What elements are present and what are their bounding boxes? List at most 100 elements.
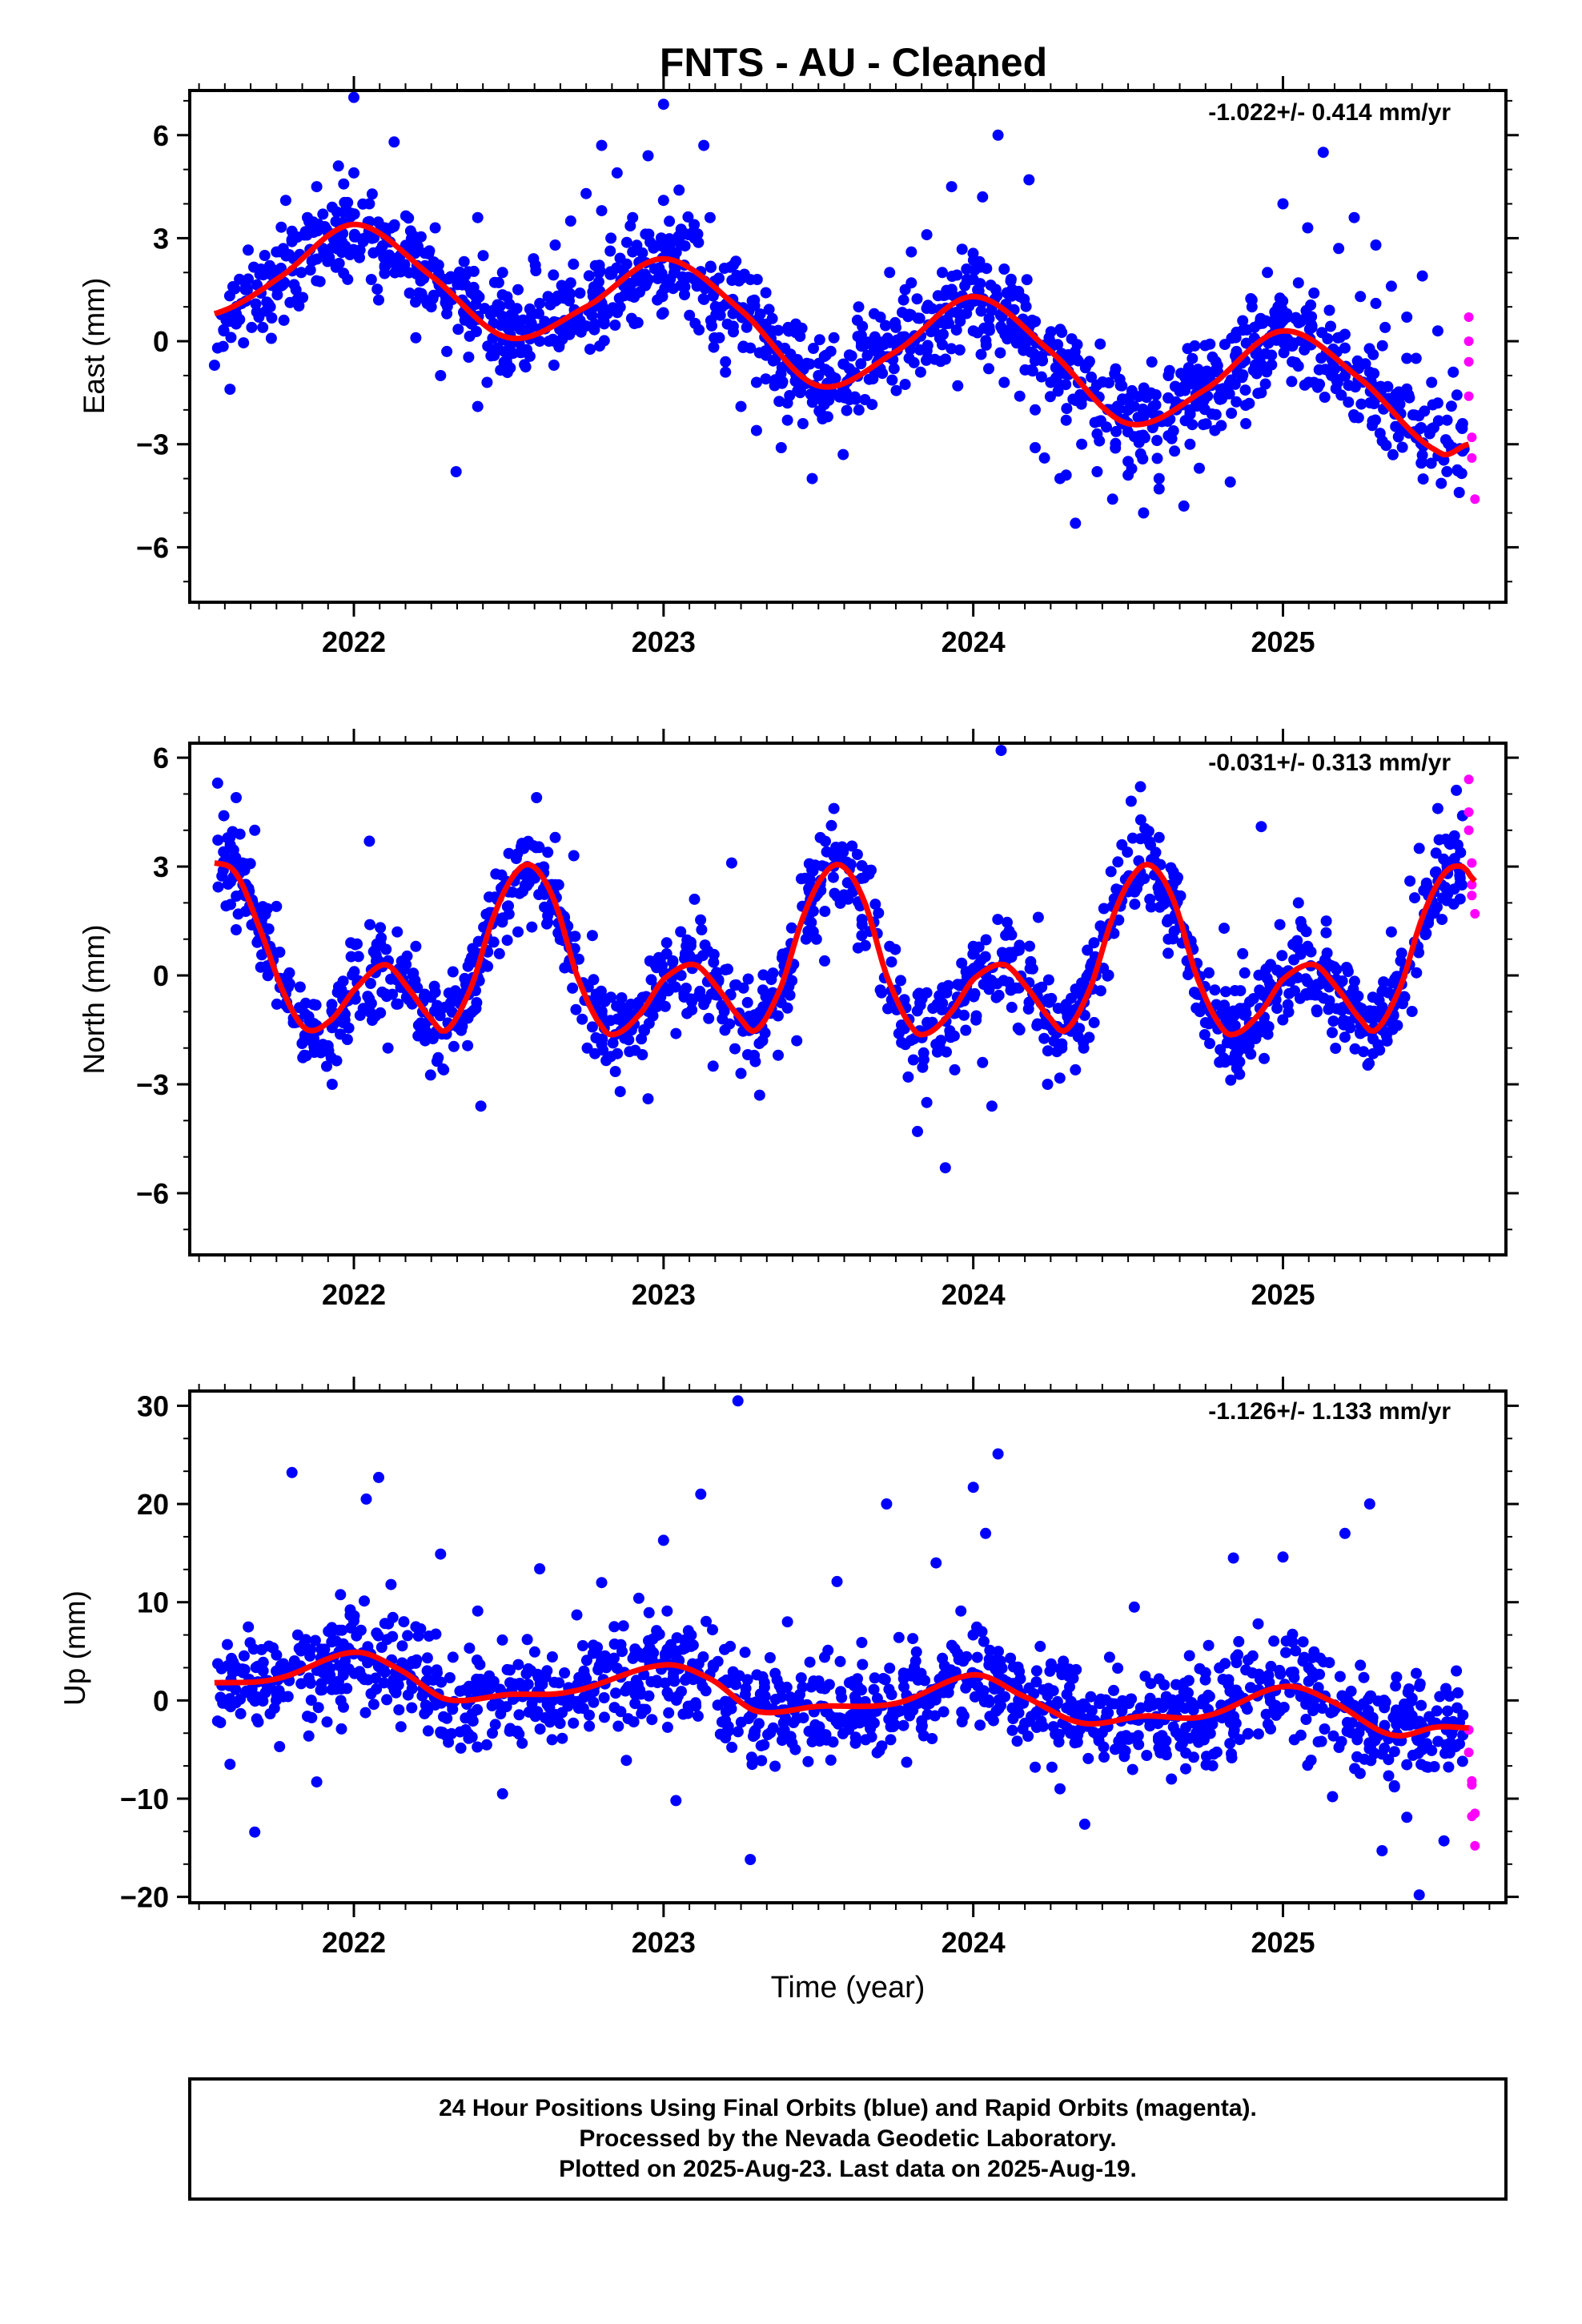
rapid-orbit-point [1470,909,1480,919]
final-orbit-point [1385,926,1397,938]
rapid-orbit-point [1467,432,1477,443]
final-orbit-point [1066,1667,1078,1679]
final-orbit-point [376,240,388,251]
final-orbit-point [1178,500,1190,512]
y-tick-label: 30 [137,1389,169,1422]
final-orbit-point [1066,1725,1078,1737]
final-orbit-point [913,312,926,324]
final-orbit-point [584,1720,596,1732]
final-orbit-point [885,1721,897,1733]
final-orbit-point [1431,1705,1443,1717]
final-orbit-point [1233,1635,1245,1647]
final-orbit-point [804,874,816,886]
final-orbit-point [890,321,901,333]
x-tick-label: 2022 [322,1278,386,1311]
final-orbit-point [257,321,269,333]
final-orbit-point [317,1039,329,1051]
north-plot-frame [188,742,1508,1256]
final-orbit-point [1349,1043,1361,1055]
final-orbit-point [652,272,664,284]
final-orbit-point [371,283,383,296]
final-orbit-point [464,1642,476,1655]
final-orbit-point [1024,940,1035,952]
final-orbit-point [1251,360,1263,372]
final-orbit-point [238,337,250,349]
final-orbit-point [1411,967,1423,979]
final-orbit-point [1405,1695,1417,1707]
final-orbit-point [1169,380,1181,392]
final-orbit-point [914,344,926,356]
final-orbit-point [772,1010,784,1022]
final-orbit-point [588,282,600,294]
final-orbit-point [373,294,384,306]
final-orbit-point [1442,1705,1454,1717]
final-orbit-point [746,295,758,307]
final-orbit-point [438,1063,450,1076]
final-orbit-point [868,1717,880,1729]
final-orbit-point [243,244,254,256]
final-orbit-point [1186,352,1199,364]
final-orbit-point [661,1605,673,1617]
final-orbit-point [1045,326,1057,338]
final-orbit-point [388,136,400,148]
final-orbit-point [990,991,1002,1003]
final-orbit-point [275,221,287,233]
final-orbit-point [1414,1678,1426,1690]
final-orbit-point [312,1702,324,1714]
final-orbit-point [391,264,403,276]
final-orbit-point [239,283,251,296]
final-orbit-point [1306,320,1318,332]
final-orbit-point [762,1729,773,1740]
final-orbit-point [937,267,948,279]
final-orbit-point [1313,364,1325,376]
final-orbit-point [899,1039,911,1051]
final-orbit-point [530,265,542,276]
final-orbit-point [1453,487,1465,498]
final-orbit-point [998,263,1010,275]
rapid-orbit-point [1464,336,1474,347]
final-orbit-point [636,247,648,259]
final-orbit-point [1311,1006,1323,1018]
final-orbit-point [1286,376,1298,388]
final-orbit-point [781,1616,793,1628]
final-orbit-point [375,1663,387,1675]
final-orbit-point [447,1703,459,1715]
final-orbit-point [274,1741,286,1752]
final-orbit-point [983,312,995,324]
final-orbit-point [1182,969,1194,981]
final-orbit-point [1379,1743,1391,1754]
final-orbit-point [471,1655,483,1666]
final-orbit-point [986,1100,998,1112]
final-orbit-point [429,222,441,234]
final-orbit-point [1367,420,1378,432]
final-orbit-point [860,1734,872,1746]
final-orbit-point [222,1638,233,1651]
final-orbit-point [1116,838,1128,850]
final-orbit-point [1450,1741,1462,1752]
final-orbit-point [441,308,453,320]
final-orbit-point [1122,469,1134,481]
final-orbit-point [993,1646,1004,1658]
final-orbit-point [266,312,278,324]
final-orbit-point [1094,920,1106,932]
final-orbit-point [1322,333,1334,344]
final-orbit-point [1401,312,1413,323]
final-orbit-point [977,1056,989,1068]
final-orbit-point [1254,984,1266,996]
final-orbit-point [432,259,444,271]
final-orbit-point [1456,418,1468,429]
final-orbit-point [281,971,293,983]
x-tick-label: 2025 [1251,1926,1315,1959]
final-orbit-point [921,352,934,364]
final-orbit-point [1045,994,1057,1006]
final-orbit-point [1265,959,1276,971]
final-orbit-point [1420,927,1432,939]
final-orbit-point [1184,438,1196,450]
final-orbit-point [548,1676,560,1688]
final-orbit-point [1034,1640,1046,1652]
final-orbit-point [938,1706,950,1718]
final-orbit-point [804,1656,816,1668]
final-orbit-point [549,295,561,307]
final-orbit-point [657,307,669,319]
final-orbit-point [549,239,561,251]
